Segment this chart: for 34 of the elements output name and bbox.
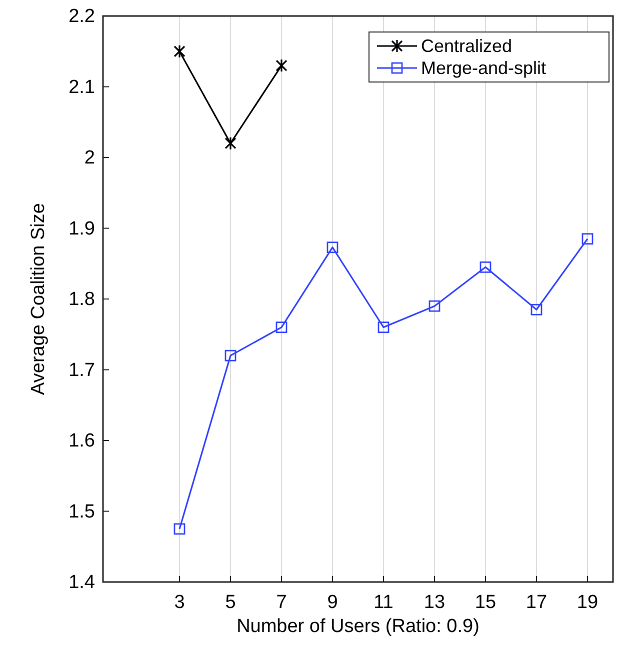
y-tick-label: 2.2	[68, 6, 95, 27]
x-tick-label: 15	[474, 592, 496, 613]
x-tick-label: 11	[374, 592, 394, 613]
point	[276, 322, 288, 333]
y-tick-label: 1.5	[68, 501, 95, 522]
y-tick-label: 2	[84, 148, 95, 168]
x-tick-label: 7	[276, 592, 287, 613]
legend-label: Centralized	[421, 36, 512, 56]
y-tick-label: 2.1	[68, 76, 95, 98]
x-tick-label: 3	[174, 592, 185, 613]
x-tick-label: 5	[225, 592, 236, 613]
x-tick-label: 13	[424, 592, 446, 613]
point	[224, 350, 236, 362]
point	[174, 523, 186, 535]
y-tick-label: 1.8	[68, 289, 95, 310]
y-tick-label: 1.9	[68, 218, 95, 240]
x-tick-label: 19	[576, 592, 598, 613]
x-tick-label: 9	[327, 592, 338, 613]
point	[276, 58, 288, 72]
point	[480, 261, 492, 273]
point	[582, 233, 594, 245]
y-axis-title: Average Coalition Size	[28, 203, 49, 395]
point	[428, 300, 440, 312]
point	[174, 44, 186, 58]
x-tick-label: 17	[526, 592, 548, 613]
y-tick-label: 1.4	[68, 572, 96, 593]
point	[326, 242, 338, 254]
y-tick-label: 1.7	[68, 360, 95, 381]
x-axis-title: Number of Users (Ratio: 0.9)	[236, 616, 480, 637]
point	[378, 322, 390, 333]
y-tick-label: 1.6	[68, 430, 95, 452]
point	[224, 136, 236, 150]
legend-label: Merge-and-split	[421, 58, 546, 78]
point	[530, 304, 542, 316]
